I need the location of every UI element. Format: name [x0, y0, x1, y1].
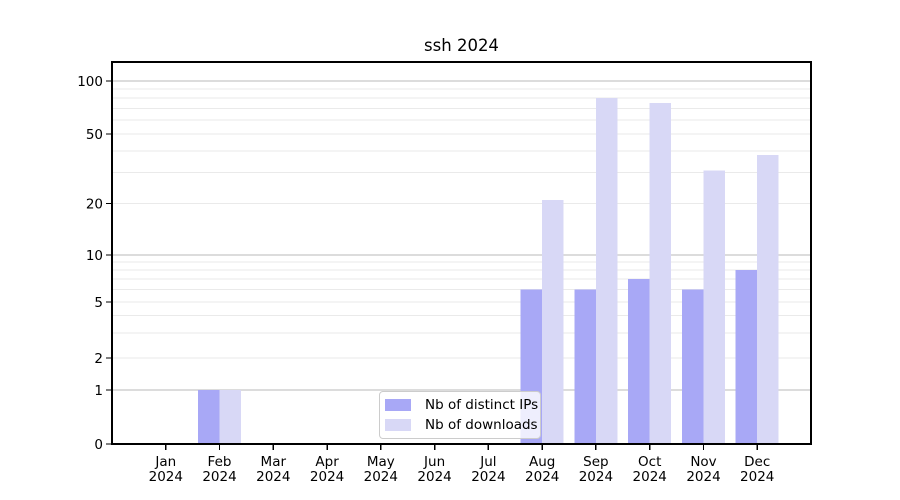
- bar: [735, 270, 758, 444]
- y-tick-label: 50: [86, 127, 103, 143]
- x-tick-label-month: Jul: [479, 454, 496, 470]
- minor-gridlines: [112, 88, 811, 359]
- y-tick-label: 2: [94, 351, 103, 367]
- bar: [757, 154, 779, 445]
- chart-title: ssh 2024: [424, 36, 499, 55]
- y-tick-label: 0: [94, 437, 103, 453]
- x-tick-label-month: May: [367, 454, 395, 470]
- y-tick-label: 100: [77, 74, 103, 90]
- bar: [198, 390, 220, 444]
- legend-label-downloads: Nb of downloads: [425, 417, 538, 433]
- x-tick-label-month: Jun: [423, 454, 445, 470]
- y-axis: 0 1 2 5 10 20 50 100: [77, 74, 112, 453]
- x-tick-label-year: 2024: [579, 469, 613, 485]
- x-tick-label-month: Apr: [315, 454, 339, 470]
- x-tick-label-month: Nov: [690, 454, 716, 470]
- x-tick-label-year: 2024: [149, 469, 183, 485]
- x-tick-label-year: 2024: [525, 469, 559, 485]
- bar: [649, 103, 672, 444]
- x-tick-label-year: 2024: [417, 469, 451, 485]
- y-tick-label: 10: [86, 248, 103, 264]
- x-tick-label-month: Sep: [583, 454, 608, 470]
- x-tick-label-year: 2024: [471, 469, 505, 485]
- y-tick-label: 1: [94, 383, 103, 399]
- y-tick-label: 5: [94, 295, 103, 311]
- y-tick-label: 20: [86, 196, 103, 212]
- bar: [219, 390, 241, 444]
- bar: [574, 289, 596, 444]
- bar: [682, 289, 704, 444]
- x-tick-label-month: Dec: [744, 454, 770, 470]
- x-tick-label-year: 2024: [310, 469, 344, 485]
- bar: [542, 199, 564, 444]
- x-tick-label-year: 2024: [364, 469, 398, 485]
- x-tick-label-year: 2024: [686, 469, 720, 485]
- x-tick-label-year: 2024: [256, 469, 290, 485]
- x-tick-label-month: Mar: [261, 454, 287, 470]
- x-tick-label-month: Feb: [208, 454, 232, 470]
- bar: [628, 279, 650, 444]
- legend: Nb of distinct IPs Nb of downloads: [379, 391, 541, 439]
- x-tick-label-month: Jan: [154, 454, 176, 470]
- legend-entry-downloads: Nb of downloads: [385, 416, 538, 434]
- legend-entry-distinct-ips: Nb of distinct IPs: [385, 396, 539, 414]
- legend-swatch-downloads-icon: [385, 419, 411, 431]
- bar: [703, 170, 725, 445]
- legend-label-distinct-ips: Nb of distinct IPs: [425, 397, 539, 413]
- bar: [595, 98, 618, 444]
- x-tick-label-month: Aug: [529, 454, 555, 470]
- x-axis: Jan2024Feb2024Mar2024Apr2024May2024Jun20…: [149, 444, 774, 485]
- plot-border: [111, 61, 812, 445]
- x-tick-label-year: 2024: [202, 469, 236, 485]
- x-tick-label-year: 2024: [633, 469, 667, 485]
- bars-downloads: [219, 98, 779, 445]
- x-tick-label-month: Oct: [638, 454, 661, 470]
- x-tick-label-year: 2024: [740, 469, 774, 485]
- legend-swatch-distinct-ips-icon: [385, 399, 411, 411]
